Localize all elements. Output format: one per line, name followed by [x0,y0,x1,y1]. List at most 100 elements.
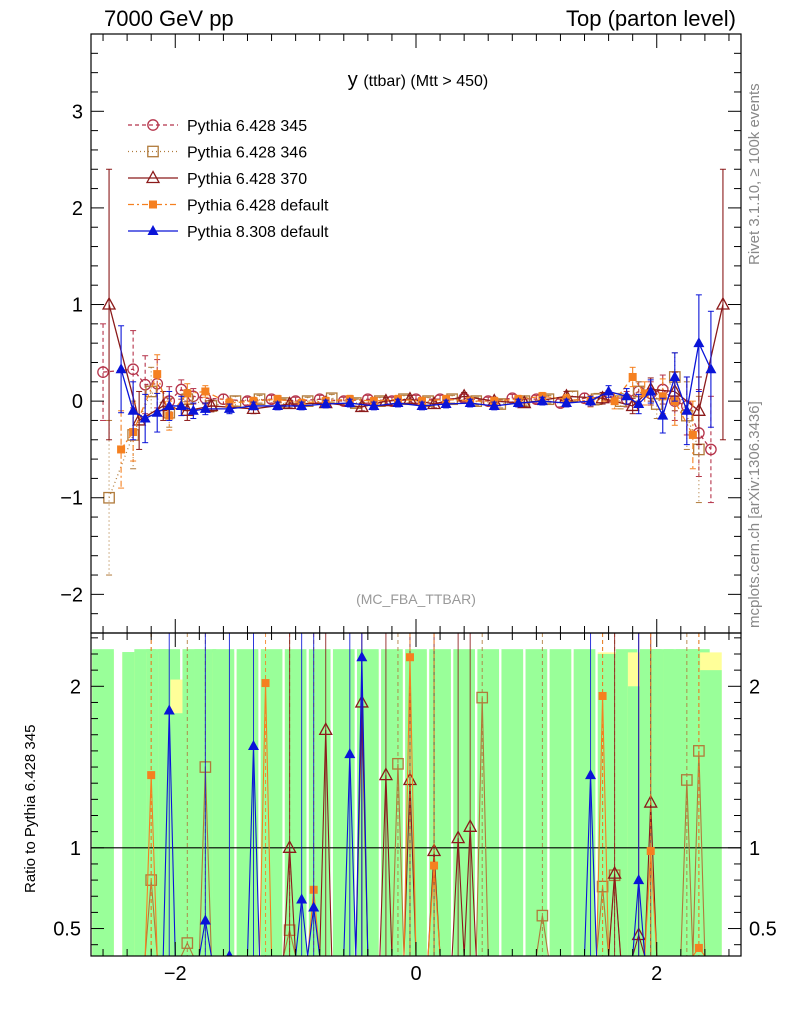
main-y-tick-label: −2 [60,584,83,606]
ratio-data-point [536,909,549,922]
data-point [273,395,282,404]
analysis-watermark: (MC_FBA_TTBAR) [356,591,476,607]
series-line-3 [120,372,694,450]
data-point [658,392,667,401]
legend-marker [147,225,159,235]
data-point [693,337,705,348]
legend-marker [147,119,159,131]
data-point [610,397,619,406]
ratio-y-tick-label-right: 1 [749,838,760,860]
data-point [117,445,126,454]
ratio-data-point [378,767,394,781]
ratio-data-point [633,874,645,885]
data-point [650,398,663,410]
plot-title-main: y [348,69,364,91]
data-point [645,385,657,396]
band-inner [477,649,500,956]
data-point [204,398,219,412]
ratio-data-point [694,943,703,952]
ratio-y-tick-label: 2 [70,676,81,698]
header-energy-label: 7000 GeV pp [104,6,234,31]
plot-title: y (ttbar) (Mtt > 450) [348,69,488,91]
ratio-y-tick-label: 1 [70,838,81,860]
data-point [464,397,476,408]
ratio-series-group [91,633,741,956]
main-y-tick-label: 1 [72,295,83,317]
band-inner [284,649,307,956]
ratio-data-point [426,843,442,857]
ratio-data-point [430,861,439,870]
ratio-data-point [646,847,655,856]
band-inner [92,649,114,956]
header-process-label: Top (parton level) [566,6,736,31]
data-point [715,296,731,310]
legend-label: Pythia 8.308 default [187,224,329,241]
band-inner [212,649,235,956]
data-point [151,406,163,417]
data-point [585,395,597,406]
legend-marker [149,200,157,209]
data-point [488,399,500,410]
ratio-data-point [199,914,211,925]
data-point [97,366,109,378]
data-point [628,372,637,381]
data-point [621,390,633,401]
ratio-data-point [451,830,466,844]
ratio-data-point [261,679,270,688]
ratio-data-point [392,757,404,770]
data-point [282,396,297,410]
data-point [354,399,369,413]
ratio-series-line-2 [144,657,706,956]
data-point [705,363,717,374]
ratio-data-point [607,865,622,879]
legend-marker [145,170,161,184]
data-point [657,409,669,420]
main-y-tick-label: 3 [72,101,83,123]
data-point [223,402,235,413]
data-point [175,399,187,410]
ratio-data-point [282,839,297,853]
ratio-data-point [344,748,356,759]
ratio-data-point [147,771,156,780]
ratio-data-point [463,818,478,832]
ratio-data-point [402,772,418,786]
band-inner [525,649,548,956]
data-point [402,391,418,405]
band-inner [332,649,355,956]
band-inner [357,649,379,956]
ratio-data-point [308,901,320,912]
data-point [145,385,158,398]
band-inner [405,649,427,956]
ratio-uncertainty-band [92,649,722,956]
data-point [127,404,139,415]
data-point [633,398,645,409]
band-inner [308,649,331,956]
data-point [183,389,192,398]
data-point [272,399,284,410]
data-point [705,443,717,456]
band-inner [381,649,403,956]
legend-label: Pythia 6.428 345 [187,118,307,135]
ratio-series-line-0 [144,697,706,956]
data-point [681,404,693,415]
band-inner [549,649,572,956]
data-point [669,370,681,381]
legend-label: Pythia 6.428 default [187,198,329,215]
data-point [187,404,199,415]
band-inner [453,649,475,956]
data-point [163,399,175,410]
x-tick-label: 2 [651,963,662,985]
legend: Pythia 6.428 345 Pythia 6.428 346 Pythia 6… [128,118,329,241]
data-point [127,363,139,376]
ratio-data-point [318,722,333,736]
ratio-data-point [680,774,693,786]
ratio-data-point [356,651,368,662]
ratio-data-point [598,691,607,700]
ratio-data-point [643,794,658,808]
data-point [560,397,572,408]
data-point [416,399,428,410]
ratio-data-point [585,769,597,780]
band-inner [700,670,722,956]
ratio-data-point [476,691,489,704]
